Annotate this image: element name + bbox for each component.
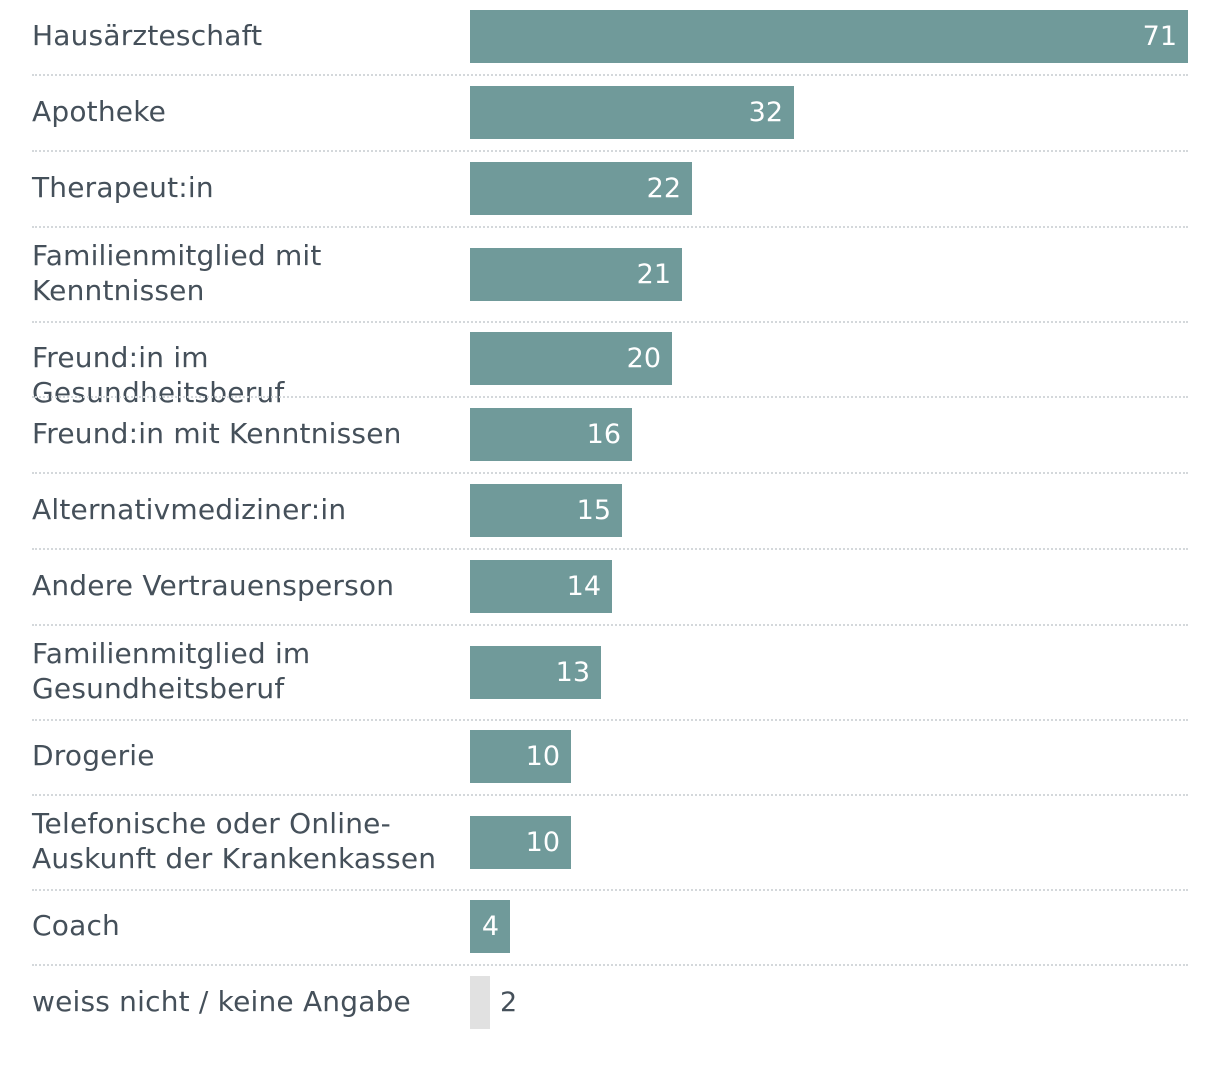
category-label: weiss nicht / keine Angabe [32, 985, 411, 1018]
row-separator [32, 472, 1188, 474]
bar [470, 10, 1188, 63]
category-label: Hausärzteschaft [32, 19, 263, 52]
row-separator [32, 964, 1188, 966]
bar [470, 730, 571, 783]
row-separator [32, 226, 1188, 228]
category-label: Telefonische oder Online-Auskunft der Kr… [32, 807, 437, 875]
bar [470, 162, 692, 215]
row-separator [32, 321, 1188, 323]
bar [470, 484, 622, 537]
bar-value-label: 21 [636, 258, 671, 290]
row-separator [32, 74, 1188, 76]
bar [470, 247, 682, 301]
bar [470, 86, 794, 139]
category-label: Familienmitglied im Gesundheitsberuf [32, 637, 311, 705]
bar [470, 408, 632, 461]
category-label: Familienmitglied mit Kenntnissen [32, 239, 322, 307]
bar-value-label: 4 [481, 911, 499, 942]
bar [470, 976, 490, 1029]
bar-value-label: 32 [748, 97, 783, 128]
category-label: Freund:in im Gesundheitsberuf [32, 341, 285, 409]
bar-value-label: 13 [555, 656, 590, 688]
bar-value-label: 16 [586, 419, 621, 450]
bar [470, 645, 601, 699]
bar-value-label: 14 [566, 571, 601, 602]
category-label: Alternativmediziner:in [32, 493, 347, 526]
category-label: Freund:in mit Kenntnissen [32, 417, 402, 450]
row-separator [32, 719, 1188, 721]
row-separator [32, 794, 1188, 796]
row-separator [32, 889, 1188, 891]
category-label: Therapeut:in [32, 171, 214, 204]
row-separator [32, 150, 1188, 152]
bar [470, 560, 612, 613]
bar-value-label: 71 [1142, 21, 1177, 52]
bar [470, 900, 510, 953]
bar-value-label: 2 [500, 987, 518, 1018]
category-label: Apotheke [32, 95, 167, 128]
category-label: Andere Vertrauensperson [32, 569, 395, 602]
row-separator [32, 624, 1188, 626]
category-label: Coach [32, 909, 120, 942]
row-separator [32, 396, 1188, 398]
bar-value-label: 10 [525, 826, 560, 858]
row-separator [32, 548, 1188, 550]
bar [470, 815, 571, 869]
bar-value-label: 10 [525, 741, 560, 772]
bar-value-label: 15 [576, 495, 611, 526]
bar [470, 332, 672, 385]
bar-value-label: 20 [626, 343, 661, 374]
bar-value-label: 22 [646, 173, 681, 204]
category-label: Drogerie [32, 739, 155, 772]
